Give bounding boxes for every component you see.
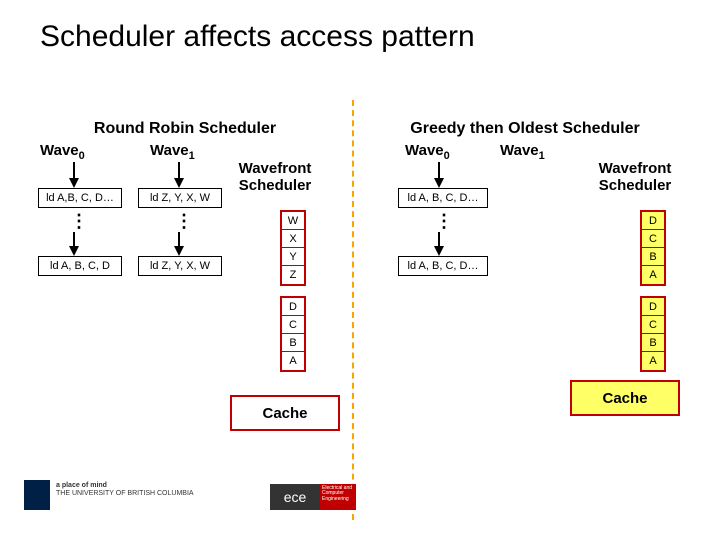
arrow-down-icon bbox=[174, 246, 184, 256]
queue-cell: A bbox=[282, 352, 304, 370]
separator-dashed bbox=[352, 100, 354, 520]
right-cache: Cache bbox=[570, 380, 680, 416]
arrow-down-icon bbox=[434, 246, 444, 256]
right-queue-2: D C B A bbox=[640, 296, 666, 372]
left-w1-bot-box: ld Z, Y, X, W bbox=[138, 256, 222, 276]
left-wf-sched-label: Wavefront Scheduler bbox=[230, 160, 320, 194]
right-wave0-label: Wave0 bbox=[405, 142, 450, 162]
right-wave1-sub: 1 bbox=[539, 150, 545, 162]
left-w1-top-box: ld Z, Y, X, W bbox=[138, 188, 222, 208]
vdots: ⋮ bbox=[70, 218, 88, 224]
vdots: ⋮ bbox=[435, 218, 453, 224]
ubc-logo bbox=[24, 480, 50, 510]
queue-cell: D bbox=[642, 298, 664, 316]
left-wave0-text: Wave bbox=[40, 142, 79, 159]
queue-cell: A bbox=[642, 352, 664, 370]
ece-side-text: Electrical and Computer Engineering bbox=[320, 484, 356, 510]
queue-cell: B bbox=[282, 334, 304, 352]
arrow-down-icon bbox=[69, 246, 79, 256]
right-wave0-text: Wave bbox=[405, 142, 444, 159]
tagline-1: a place of mind bbox=[56, 482, 107, 489]
queue-cell: C bbox=[282, 316, 304, 334]
queue-cell: C bbox=[642, 230, 664, 248]
right-wf-sched-label: Wavefront Scheduler bbox=[590, 160, 680, 194]
left-wave1-label: Wave1 bbox=[150, 142, 195, 162]
right-queue-1: D C B A bbox=[640, 210, 666, 286]
right-w0-bot-box: ld A, B, C, D… bbox=[398, 256, 488, 276]
queue-cell: C bbox=[642, 316, 664, 334]
queue-cell: B bbox=[642, 248, 664, 266]
right-scheduler-title: Greedy then Oldest Scheduler bbox=[405, 120, 645, 138]
tagline-2: THE UNIVERSITY OF BRITISH COLUMBIA bbox=[56, 490, 194, 497]
left-queue-1: W X Y Z bbox=[280, 210, 306, 286]
right-wave0-sub: 0 bbox=[444, 150, 450, 162]
queue-cell: B bbox=[642, 334, 664, 352]
arrow-down-icon bbox=[69, 178, 79, 188]
right-w0-top-box: ld A, B, C, D… bbox=[398, 188, 488, 208]
ece-logo: ece bbox=[270, 484, 320, 510]
left-wave0-sub: 0 bbox=[79, 150, 85, 162]
left-queue-2: D C B A bbox=[280, 296, 306, 372]
arrow-down-icon bbox=[174, 178, 184, 188]
queue-cell: X bbox=[282, 230, 304, 248]
left-w0-bot-box: ld A, B, C, D bbox=[38, 256, 122, 276]
left-wave0-label: Wave0 bbox=[40, 142, 85, 162]
left-wave1-sub: 1 bbox=[189, 150, 195, 162]
left-cache: Cache bbox=[230, 395, 340, 431]
right-wave1-text: Wave bbox=[500, 142, 539, 159]
queue-cell: W bbox=[282, 212, 304, 230]
left-scheduler-title: Round Robin Scheduler bbox=[90, 120, 280, 138]
right-wave1-label: Wave1 bbox=[500, 142, 545, 162]
left-wave1-text: Wave bbox=[150, 142, 189, 159]
queue-cell: Y bbox=[282, 248, 304, 266]
queue-cell: Z bbox=[282, 266, 304, 284]
queue-cell: A bbox=[642, 266, 664, 284]
queue-cell: D bbox=[642, 212, 664, 230]
vdots: ⋮ bbox=[175, 218, 193, 224]
page-title: Scheduler affects access pattern bbox=[40, 20, 475, 54]
queue-cell: D bbox=[282, 298, 304, 316]
arrow-down-icon bbox=[434, 178, 444, 188]
ubc-tagline: a place of mind THE UNIVERSITY OF BRITIS… bbox=[56, 482, 194, 497]
left-w0-top-box: ld A,B, C, D… bbox=[38, 188, 122, 208]
